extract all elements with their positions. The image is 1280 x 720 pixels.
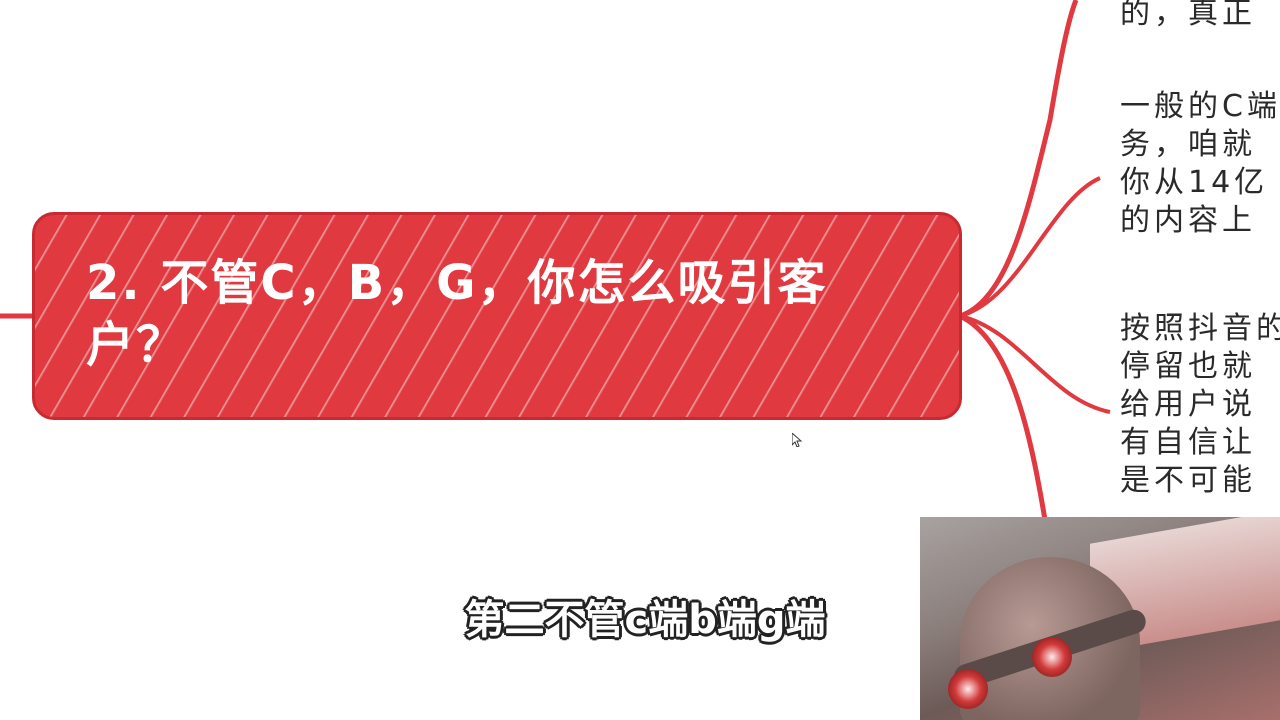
note-line: 的内容上 — [1120, 203, 1256, 238]
note-line: 给用户说 — [1120, 387, 1256, 422]
mouse-cursor-icon — [792, 433, 802, 447]
branch-bottom — [958, 313, 1048, 521]
note-line: 一般的C端 — [1120, 89, 1280, 124]
branch-note-1 — [959, 176, 1101, 318]
note-line: 按照抖音的 — [1120, 311, 1280, 346]
branch-top — [959, 0, 1079, 319]
note-line: 是不可能 — [1120, 463, 1256, 498]
video-subtitle: 第二不管c端b端g端 — [464, 597, 826, 643]
note-line: 的，真正 — [1120, 0, 1256, 31]
note-line: 有自信让 — [1120, 425, 1256, 460]
note-line: 务，咱就 — [1120, 127, 1256, 162]
webcam-prop-knob — [1032, 637, 1072, 677]
central-topic-title: 2. 不管C，B，G，你怎么吸引客户？ — [86, 255, 828, 373]
note-block-middle: 一般的C端 务，咱就 你从14亿 的内容上 — [1120, 88, 1280, 240]
branch-note-2 — [959, 314, 1111, 414]
note-line: 停留也就 — [1120, 349, 1256, 384]
note-block-top: 的，真正 — [1120, 0, 1280, 33]
central-topic-node[interactable] — [32, 212, 962, 420]
webcam-prop-knob — [948, 669, 988, 709]
note-block-bottom: 按照抖音的 停留也就 给用户说 有自信让 是不可能 — [1120, 310, 1280, 500]
webcam-overlay — [920, 517, 1280, 720]
note-line: 你从14亿 — [1120, 165, 1269, 200]
